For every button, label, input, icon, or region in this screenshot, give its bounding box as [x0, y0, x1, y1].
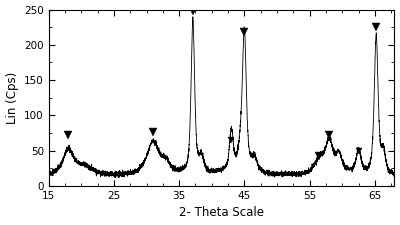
Y-axis label: Lin (Cps): Lin (Cps)	[6, 72, 18, 124]
X-axis label: 2- Theta Scale: 2- Theta Scale	[179, 207, 264, 219]
